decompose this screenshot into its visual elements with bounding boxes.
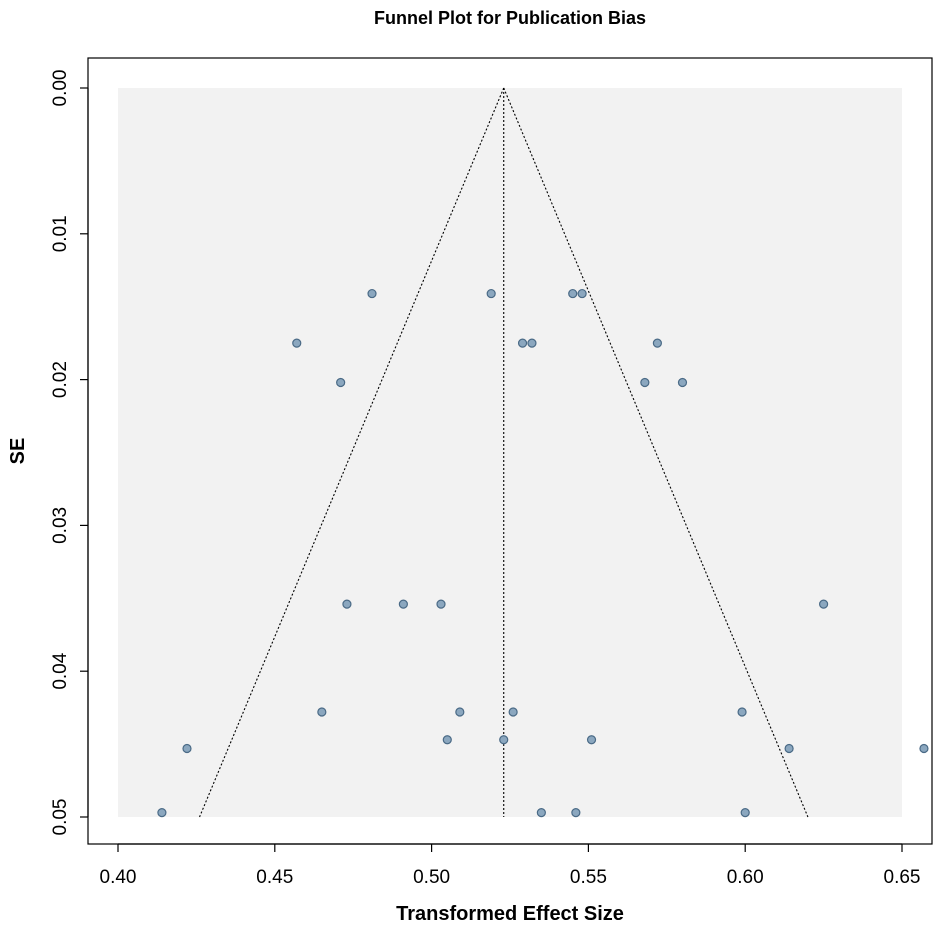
data-point: [640, 377, 650, 388]
x-tick-label: 0.65: [884, 867, 921, 888]
data-point: [442, 735, 452, 745]
x-tick-label: 0.55: [570, 867, 607, 888]
chart-title: Funnel Plot for Publication Bias: [374, 8, 646, 28]
data-point: [677, 377, 688, 388]
data-point: [577, 288, 587, 299]
data-point: [784, 743, 794, 754]
data-point: [527, 338, 537, 348]
data-point: [455, 707, 465, 717]
y-tick-label: 0.05: [50, 799, 71, 836]
data-point: [818, 599, 829, 609]
y-axis: 0.00 0.01 0.02 0.03 0.04 0.05: [50, 70, 89, 836]
data-point: [919, 743, 929, 754]
x-axis-title: Transformed Effect Size: [396, 903, 624, 925]
x-tick-label: 0.60: [727, 867, 764, 888]
data-point: [486, 288, 496, 299]
data-point: [508, 707, 518, 717]
data-point: [652, 338, 662, 348]
data-point: [182, 743, 192, 754]
data-point: [367, 288, 377, 299]
data-point: [436, 599, 446, 609]
data-point: [517, 338, 528, 348]
data-point: [586, 735, 597, 745]
data-point: [292, 338, 302, 348]
funnel-lines: [199, 87, 809, 818]
data-point: [342, 599, 352, 609]
funnel-background-region: [118, 88, 902, 817]
x-tick-label: 0.40: [100, 867, 137, 888]
y-tick-label: 0.03: [50, 507, 71, 544]
data-points: [157, 288, 929, 818]
y-tick-label: 0.01: [50, 215, 71, 252]
data-point: [157, 808, 167, 818]
data-point: [740, 808, 750, 818]
x-tick-label: 0.45: [256, 867, 293, 888]
data-point: [568, 288, 578, 299]
x-axis: 0.40 0.45 0.50 0.55 0.60 0.65: [100, 843, 921, 888]
data-point: [317, 707, 327, 717]
x-tick-label: 0.50: [413, 867, 450, 888]
data-point: [536, 808, 546, 818]
data-point: [737, 707, 747, 717]
data-point: [336, 377, 346, 388]
y-tick-label: 0.02: [50, 361, 71, 398]
data-point: [571, 808, 581, 818]
data-point: [398, 599, 408, 609]
y-axis-title: SE: [7, 438, 29, 465]
y-tick-label: 0.00: [50, 70, 71, 107]
data-point: [499, 735, 509, 745]
y-tick-label: 0.04: [50, 652, 71, 689]
